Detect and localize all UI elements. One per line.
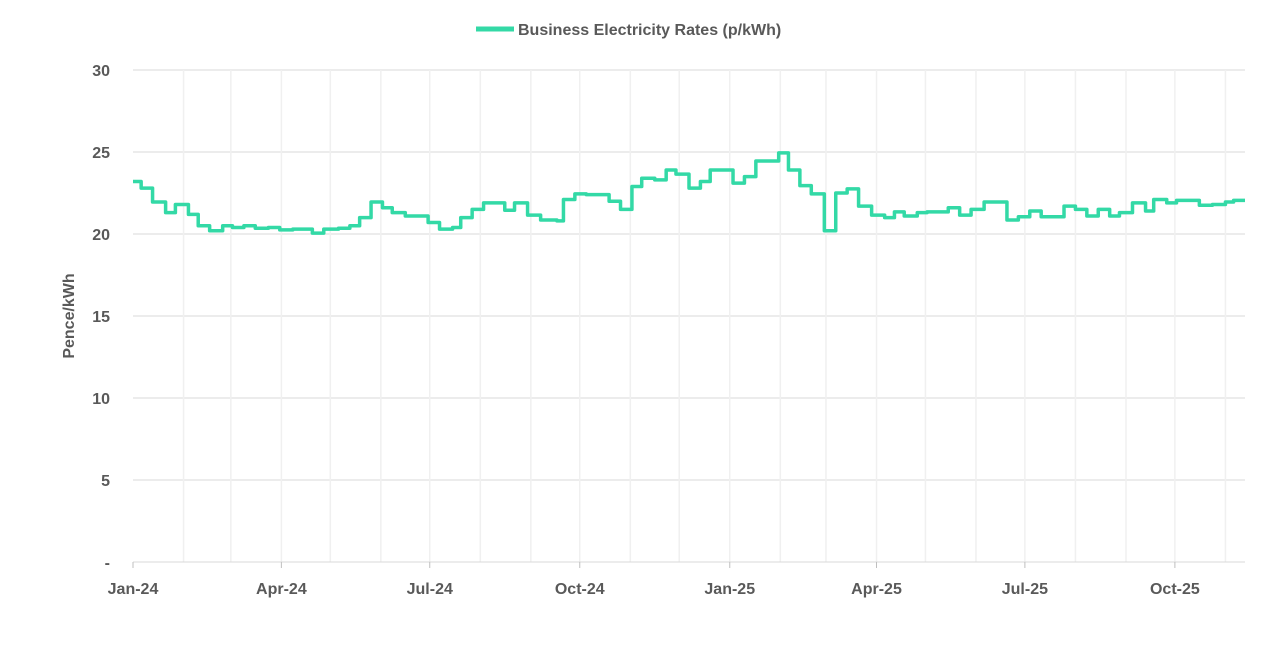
legend: Business Electricity Rates (p/kWh) xyxy=(476,22,781,39)
x-tick-label: Apr-25 xyxy=(851,581,902,598)
y-tick-label: 20 xyxy=(92,227,110,244)
x-axis: Jan-24 Apr-24 Jul-24 Oct-24 Jan-25 Apr-25 Jul-… xyxy=(108,562,1200,598)
x-tick-label: Oct-25 xyxy=(1150,581,1200,598)
x-tick-label: Jan-25 xyxy=(704,581,755,598)
x-tick-label: Oct-24 xyxy=(555,581,605,598)
series-line xyxy=(133,151,1245,235)
y-tick-label: - xyxy=(105,555,110,572)
y-tick-label: 25 xyxy=(92,145,110,162)
gridlines xyxy=(133,69,1245,563)
x-tick-label: Apr-24 xyxy=(256,581,307,598)
legend-label: Business Electricity Rates (p/kWh) xyxy=(518,22,781,39)
y-axis-label: Pence/kWh xyxy=(61,273,78,358)
x-tick-label: Jul-24 xyxy=(407,581,453,598)
y-tick-label: 15 xyxy=(92,309,110,326)
x-tick-label: Jan-24 xyxy=(108,581,159,598)
y-tick-label: 30 xyxy=(92,63,110,80)
y-tick-label: 10 xyxy=(92,391,110,408)
y-axis: - 5 10 15 20 25 30 xyxy=(92,63,110,572)
x-tick-label: Jul-25 xyxy=(1002,581,1048,598)
series-lines xyxy=(133,151,1245,235)
y-tick-label: 5 xyxy=(101,473,110,490)
